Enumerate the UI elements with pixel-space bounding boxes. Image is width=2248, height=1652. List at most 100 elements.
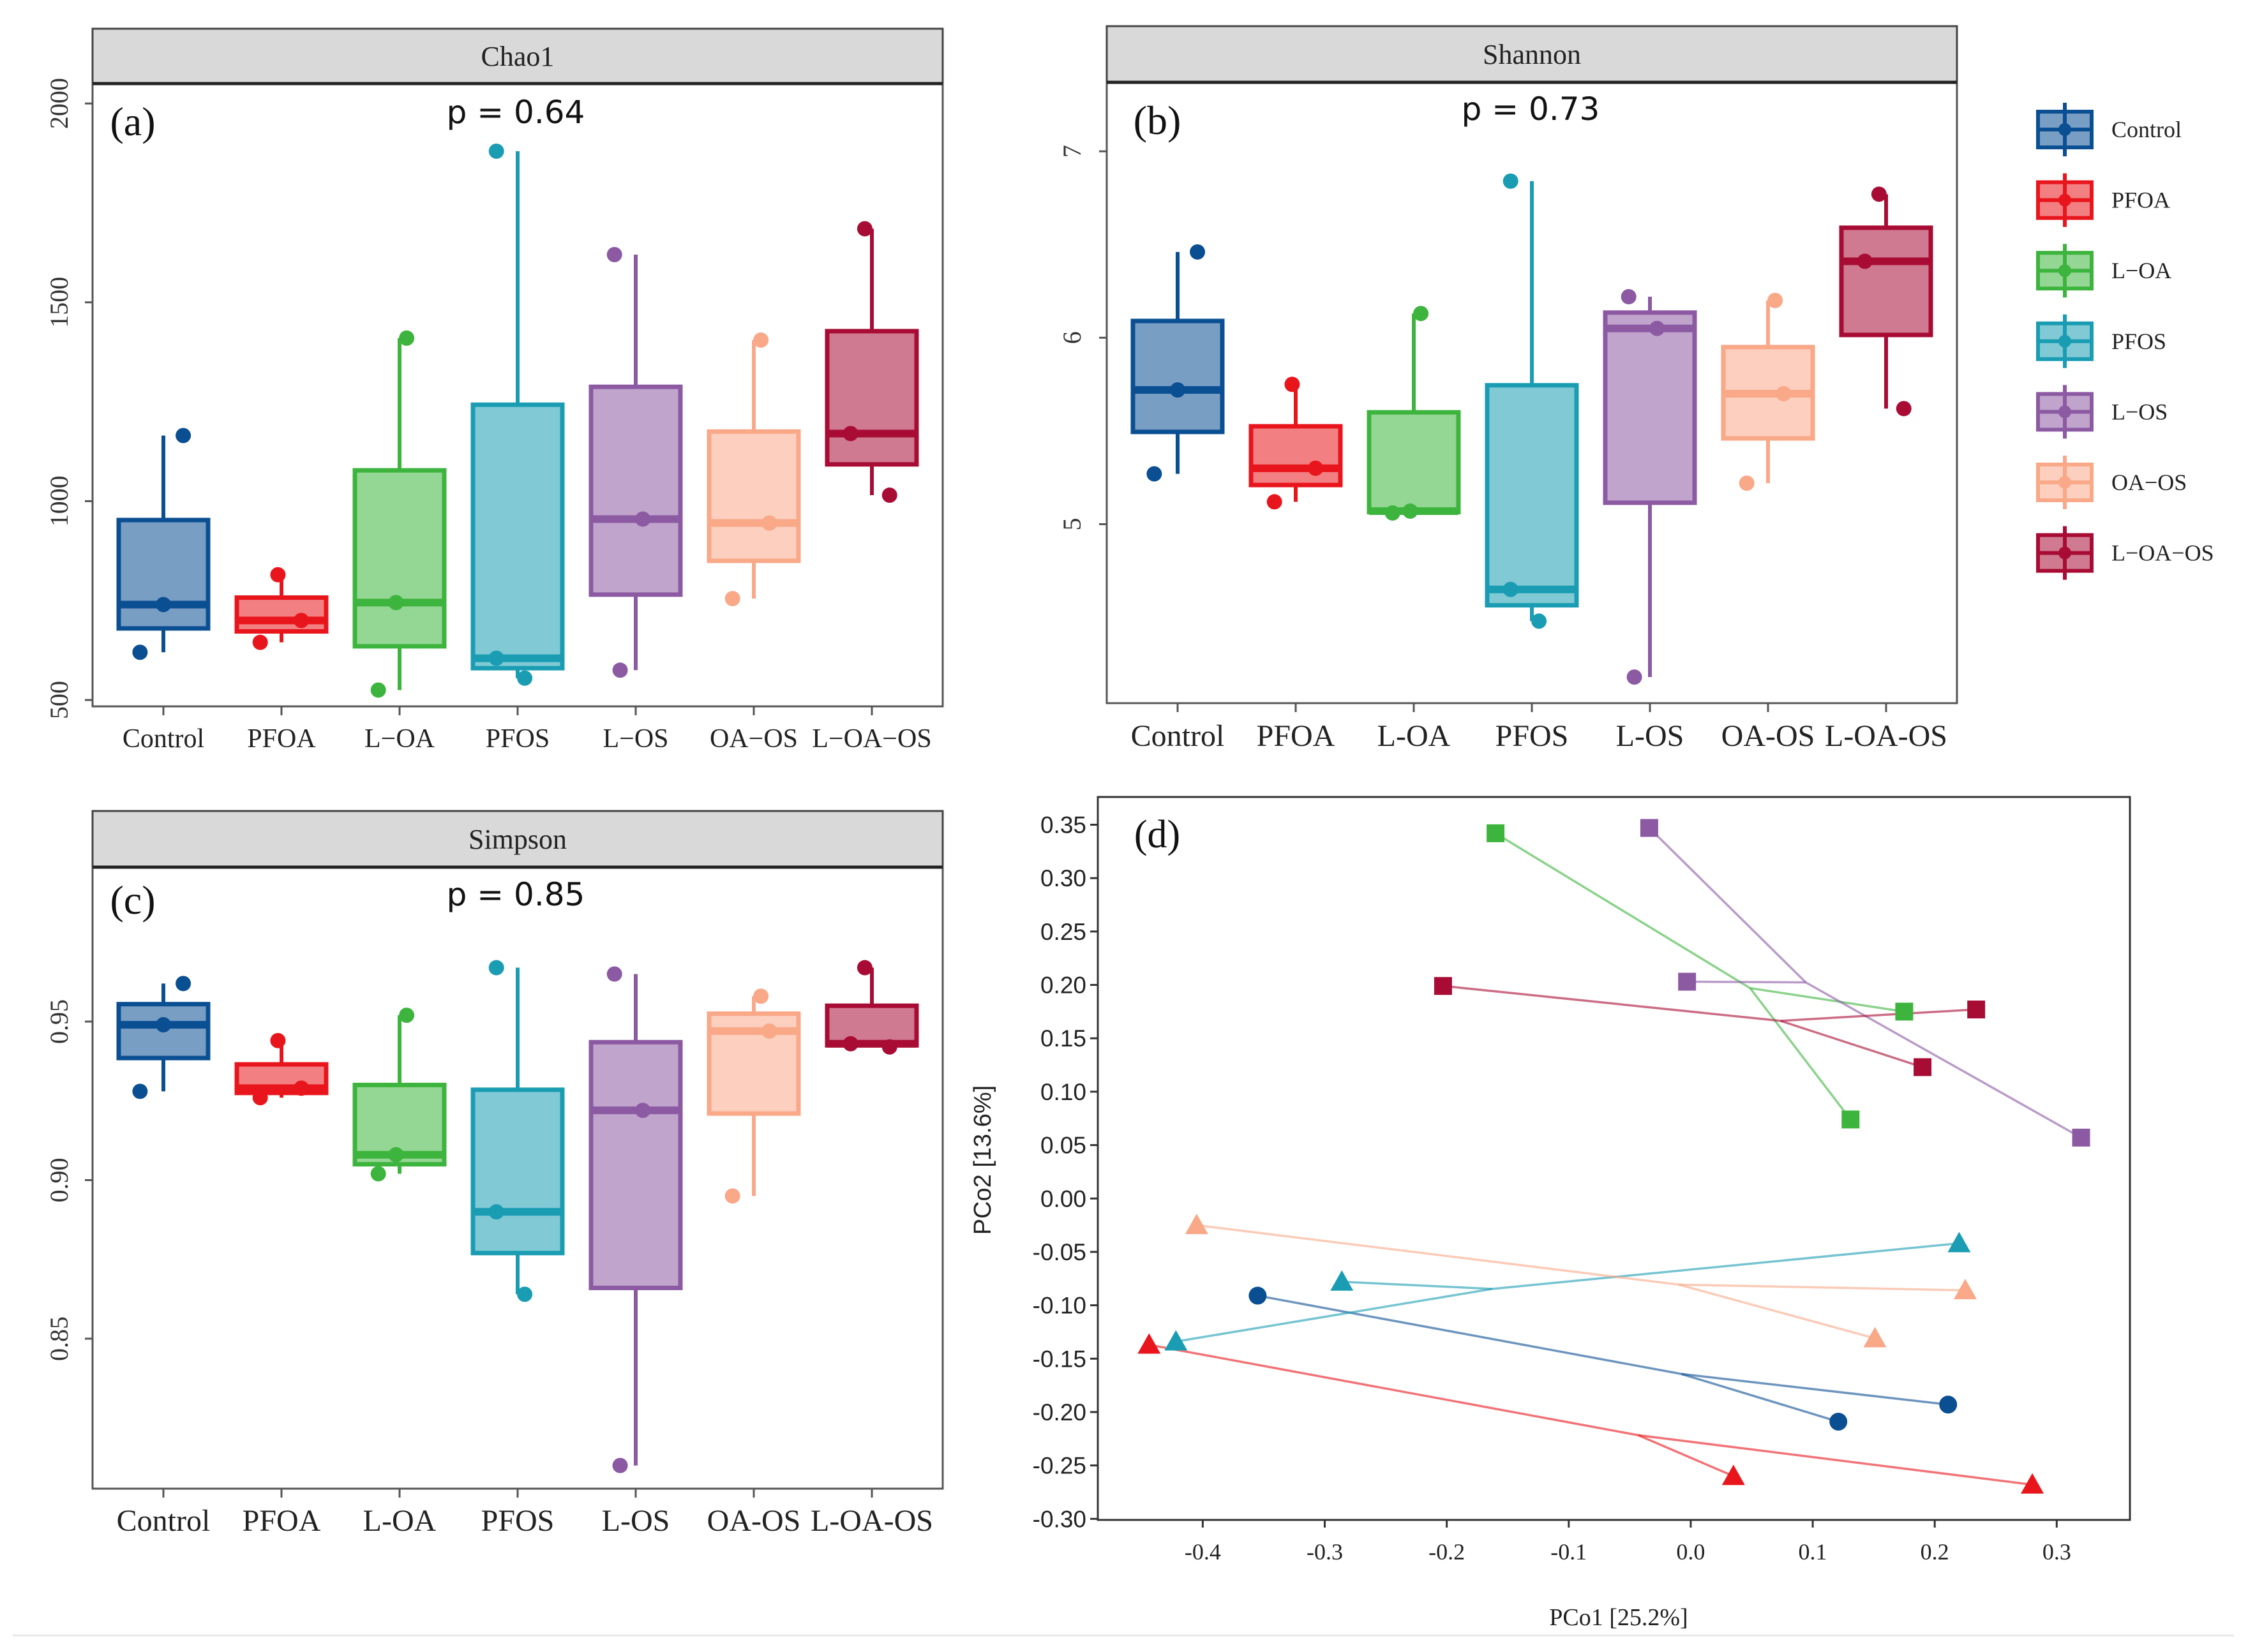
data-point xyxy=(370,1166,386,1182)
box-3 xyxy=(1485,173,1579,629)
circle-marker xyxy=(1939,1395,1958,1414)
y-tick-label: 0.10 xyxy=(1040,1079,1086,1105)
legend: Control PFOA L−OA PFOS L−OS OA−OS L−OA−OS xyxy=(2036,103,2214,580)
box-iqr xyxy=(825,1003,919,1048)
plot-frame xyxy=(1097,796,2131,1521)
data-point xyxy=(606,966,622,982)
data-point xyxy=(399,330,415,346)
data-point xyxy=(612,1457,628,1473)
y-tick-label: 0.35 xyxy=(1040,812,1086,838)
box-iqr xyxy=(825,329,919,467)
x-tick-label: L-OA xyxy=(1377,719,1451,753)
data-point xyxy=(488,143,504,159)
data-point xyxy=(881,487,897,503)
data-point xyxy=(370,682,386,698)
legend-point xyxy=(2058,546,2071,560)
x-tick-label: Control xyxy=(123,724,204,754)
spider-line xyxy=(1780,1008,1977,1022)
square-marker xyxy=(1914,1058,1932,1076)
y-axis-label: PCo2 [13.6%] xyxy=(970,1085,996,1235)
data-point xyxy=(857,960,873,976)
box-4 xyxy=(1603,289,1697,685)
data-point xyxy=(1402,503,1418,519)
x-tick-label: L-OA-OS xyxy=(811,1504,933,1538)
legend-point xyxy=(2058,123,2071,136)
spider-line xyxy=(1257,1294,1682,1376)
data-point xyxy=(156,1016,171,1032)
data-point xyxy=(635,511,651,527)
data-point xyxy=(1776,385,1792,401)
data-point xyxy=(294,1080,310,1096)
box-4 xyxy=(588,966,683,1473)
x-tick-label: L-OS xyxy=(602,1504,670,1538)
y-tick-label: 1000 xyxy=(45,475,73,526)
legend-label: L−OA−OS xyxy=(2111,540,2214,566)
data-point xyxy=(612,662,628,678)
x-tick-label: -0.4 xyxy=(1185,1539,1221,1565)
facet-strip xyxy=(1105,25,1958,84)
circle-marker xyxy=(1248,1286,1267,1305)
y-tick-label: -0.20 xyxy=(1033,1399,1086,1425)
p-value-text: p = 0.85 xyxy=(447,876,585,913)
y-tick-label: 500 xyxy=(45,681,73,719)
data-point xyxy=(753,332,769,348)
data-point xyxy=(176,428,191,443)
y-tick-label: 0.25 xyxy=(1040,919,1086,945)
x-tick-label: OA-OS xyxy=(707,1504,801,1538)
triangle-marker xyxy=(1330,1270,1354,1291)
data-point xyxy=(252,1090,268,1106)
spider-line xyxy=(1678,1283,1875,1340)
boxplot-panel-simpson: Simpson 0.85 0.90 0.95 Control PFOA L-OA PFOS L-… xyxy=(45,810,944,1538)
box-iqr xyxy=(1130,318,1225,435)
data-point xyxy=(294,613,310,629)
data-point xyxy=(724,1188,740,1204)
data-point xyxy=(1384,505,1400,521)
x-tick-label: 0.0 xyxy=(1676,1539,1705,1565)
x-tick-label: OA-OS xyxy=(1721,719,1815,753)
y-tick-label: 1500 xyxy=(45,277,73,328)
legend-item: Control xyxy=(2036,103,2182,156)
data-point xyxy=(1308,460,1324,476)
data-point xyxy=(1531,613,1547,629)
data-point xyxy=(270,567,286,583)
legend-label: L−OA xyxy=(2111,258,2171,283)
panel-label: (a) xyxy=(110,99,155,144)
spider-line xyxy=(1749,987,1852,1120)
x-tick-label: PFOS xyxy=(1495,719,1569,753)
data-point xyxy=(488,1204,504,1220)
facet-title: Simpson xyxy=(468,824,567,855)
box-iqr xyxy=(1839,225,1933,338)
x-axis-label: PCo1 [25.2%] xyxy=(1549,1604,1688,1631)
x-tick-label: L−OS xyxy=(603,724,668,754)
x-tick-label: -0.3 xyxy=(1307,1539,1343,1565)
y-tick-label: -0.25 xyxy=(1033,1453,1086,1479)
triangle-marker xyxy=(1721,1464,1745,1485)
data-point xyxy=(388,1147,404,1163)
data-point xyxy=(753,988,769,1004)
data-point xyxy=(488,650,504,666)
y-tick-label: 0.30 xyxy=(1040,865,1086,891)
triangle-marker xyxy=(2021,1473,2044,1494)
panel-label: (d) xyxy=(1134,813,1180,856)
square-marker xyxy=(1967,1001,1986,1019)
triangle-marker xyxy=(1164,1330,1188,1351)
square-marker xyxy=(1895,1002,1914,1021)
legend-point xyxy=(2058,405,2071,419)
data-point xyxy=(1190,244,1206,260)
square-marker xyxy=(1678,972,1697,991)
spider-line xyxy=(1492,1242,1960,1290)
data-point xyxy=(724,591,740,607)
facet-title: Shannon xyxy=(1483,39,1581,70)
legend-item: L−OA−OS xyxy=(2036,526,2214,580)
box-0 xyxy=(116,428,211,660)
spider-line xyxy=(1196,1224,1679,1286)
spider-line xyxy=(1638,1434,2033,1486)
data-point xyxy=(1857,253,1873,269)
x-tick-label: PFOS xyxy=(481,1504,555,1538)
data-point xyxy=(1739,475,1755,491)
y-tick-label: 0.00 xyxy=(1040,1186,1086,1212)
panel-label: (c) xyxy=(110,877,155,923)
spider-line xyxy=(1648,827,1807,983)
x-tick-label: Control xyxy=(1131,719,1225,753)
box-iqr xyxy=(588,1039,683,1290)
